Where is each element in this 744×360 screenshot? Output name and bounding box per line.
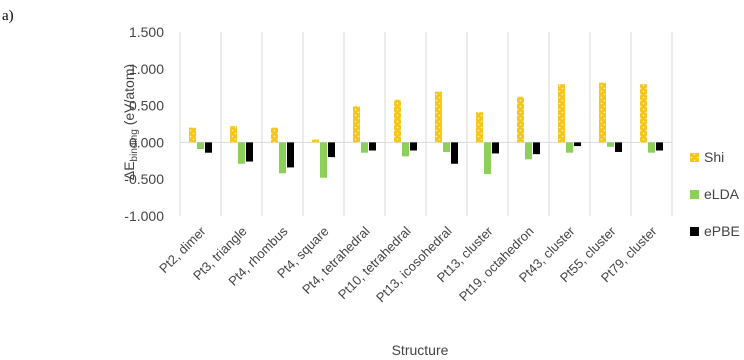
bar-shi <box>476 112 483 143</box>
bar-elda <box>402 142 409 157</box>
category-label: Pt19, octahedron <box>456 224 537 305</box>
bar-epbe <box>328 142 335 158</box>
legend: Shi eLDA ePBE <box>690 149 740 239</box>
y-tick-label: 0.500 <box>129 98 164 114</box>
bar-elda <box>279 142 286 174</box>
bar-elda <box>197 142 204 150</box>
bar-shi <box>312 139 319 143</box>
x-axis-title: Structure <box>392 342 449 358</box>
legend-swatch-elda <box>690 190 699 199</box>
bar-shi <box>271 127 278 143</box>
bar-shi <box>435 91 442 143</box>
bar-elda <box>566 142 573 153</box>
bar-epbe <box>287 142 294 168</box>
bar-elda <box>320 142 327 178</box>
bar-shi <box>230 126 237 143</box>
panel-label: a) <box>2 8 14 24</box>
bar-epbe <box>656 142 663 151</box>
y-tick-label: 1.500 <box>129 24 164 40</box>
bar-elda <box>525 142 532 160</box>
y-ticks: 1.500 1.000 0.500 0.000 -0.500 -1.000 <box>124 24 164 224</box>
bar-epbe <box>246 142 253 162</box>
y-tick-label: -1.000 <box>124 208 164 224</box>
bar-shi <box>517 96 524 143</box>
legend-label-shi: Shi <box>704 149 724 165</box>
bar-elda <box>361 142 368 153</box>
legend-swatch-shi <box>690 153 699 162</box>
grid-layer <box>179 32 673 216</box>
bar-epbe <box>574 142 581 147</box>
bar-epbe <box>615 142 622 152</box>
bar-epbe <box>533 142 540 155</box>
bar-shi <box>599 82 606 143</box>
bar-shi <box>640 84 647 143</box>
bar-epbe <box>451 142 458 164</box>
y-tick-label: 1.000 <box>129 61 164 77</box>
legend-label-epbe: ePBE <box>704 223 740 239</box>
category-label: Pt10, tetrahedral <box>335 223 414 302</box>
bar-shi <box>189 127 196 143</box>
bar-elda <box>607 142 614 147</box>
bar-shi <box>394 99 401 143</box>
legend-label-elda: eLDA <box>704 186 740 202</box>
bar-epbe <box>492 142 499 154</box>
y-tick-label: -0.500 <box>124 171 164 187</box>
bar-shi <box>353 106 360 143</box>
bar-elda <box>238 142 245 164</box>
bar-epbe <box>369 142 376 151</box>
legend-swatch-epbe <box>690 227 699 236</box>
bar-epbe <box>410 142 417 151</box>
category-label: Pt13, icosohedral <box>373 223 455 305</box>
y-tick-label: 0.000 <box>129 134 164 150</box>
bar-elda <box>484 142 491 175</box>
bars-layer <box>189 82 663 178</box>
bar-shi <box>558 84 565 143</box>
bar-epbe <box>205 142 212 153</box>
bar-elda <box>648 142 655 153</box>
bar-elda <box>443 142 450 152</box>
y-axis-title: ΔEbinding (eV/atom) <box>121 64 140 180</box>
